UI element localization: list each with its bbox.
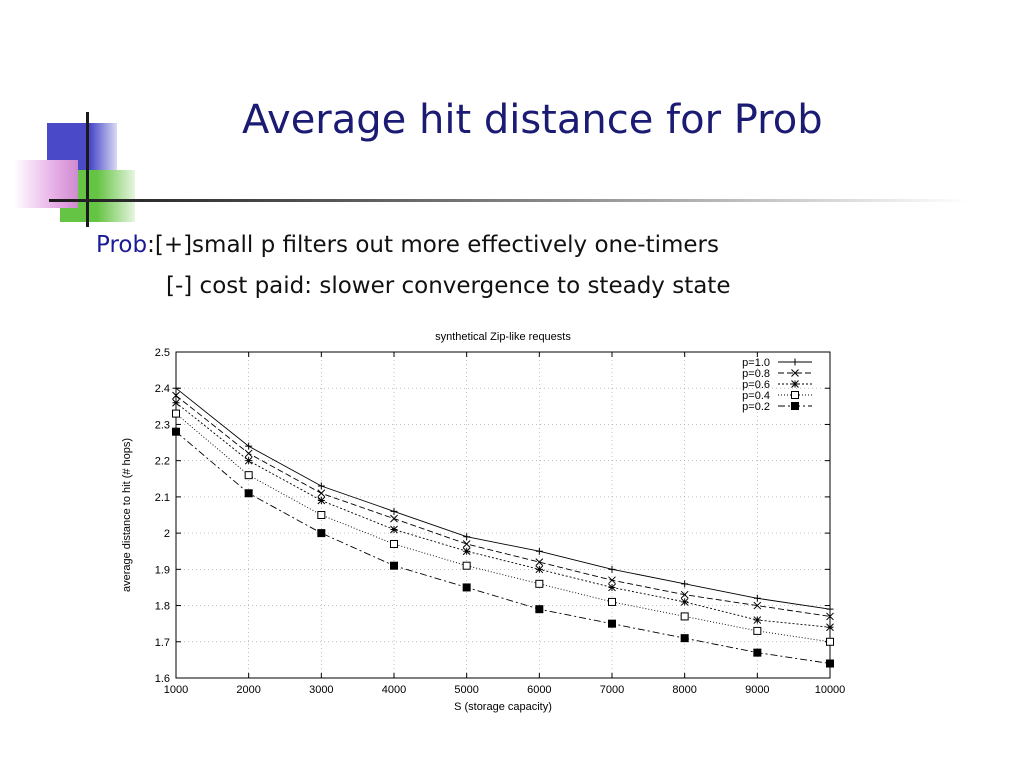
bullet-cons: [-] cost paid: slower convergence to ste… xyxy=(166,273,730,299)
data-point xyxy=(172,409,180,418)
data-point xyxy=(462,561,471,570)
x-tick-label: 9000 xyxy=(745,684,769,696)
data-point xyxy=(535,565,544,574)
legend-label: p=0.8 xyxy=(742,368,770,380)
x-tick-label: 1000 xyxy=(164,684,188,696)
bullet-pros: Prob:[+]small p filters out more effecti… xyxy=(96,232,719,258)
data-point xyxy=(244,449,253,458)
y-tick-label: 2 xyxy=(164,528,170,540)
data-point xyxy=(753,601,762,610)
y-tick-label: 1.7 xyxy=(155,637,170,649)
data-point xyxy=(244,456,253,465)
y-tick-label: 2.3 xyxy=(155,419,170,431)
bullet-keyword: Prob xyxy=(96,232,148,258)
data-point xyxy=(317,529,326,538)
data-point xyxy=(535,547,543,555)
data-point xyxy=(317,496,326,505)
hit-distance-chart: synthetical Zip-like requests S (storage… xyxy=(121,331,846,713)
legend-marker xyxy=(791,358,799,366)
data-point xyxy=(462,540,471,548)
data-point xyxy=(462,547,471,556)
y-tick-label: 2.1 xyxy=(155,492,170,504)
bullet-cons-text: [-] cost paid: slower convergence to ste… xyxy=(166,273,731,299)
data-point xyxy=(680,598,689,606)
y-tick-label: 1.6 xyxy=(155,673,170,685)
series-line-4 xyxy=(175,413,831,643)
y-tick-label: 1.9 xyxy=(155,564,170,576)
data-point xyxy=(317,482,325,490)
data-point xyxy=(172,384,180,392)
data-point xyxy=(535,605,544,614)
x-tick-label: 3000 xyxy=(309,684,333,696)
data-point xyxy=(390,525,398,534)
data-point xyxy=(608,619,616,628)
series-line-5 xyxy=(175,431,831,664)
title-underline xyxy=(49,199,969,202)
legend-marker xyxy=(791,380,799,388)
data-point xyxy=(681,580,689,588)
legend-label: p=0.6 xyxy=(742,379,770,391)
data-point xyxy=(172,398,180,407)
data-point xyxy=(535,579,544,588)
data-point xyxy=(826,605,834,613)
x-tick-label: 5000 xyxy=(454,684,478,696)
data-point xyxy=(826,623,834,632)
data-point xyxy=(244,489,253,498)
y-tick-label: 1.8 xyxy=(155,601,170,613)
y-tick-label: 2.5 xyxy=(155,347,170,359)
x-tick-label: 2000 xyxy=(236,684,260,696)
x-tick-label: 8000 xyxy=(672,684,696,696)
legend-label: p=0.2 xyxy=(742,401,770,413)
chart-title: synthetical Zip-like requests xyxy=(435,331,571,343)
legend-label: p=0.4 xyxy=(742,390,770,402)
slide-title: Average hit distance for Prob xyxy=(242,97,823,143)
x-tick-label: 4000 xyxy=(382,684,406,696)
data-point xyxy=(753,626,762,635)
data-point xyxy=(245,442,253,450)
x-tick-label: 6000 xyxy=(527,684,551,696)
y-tick-label: 2.2 xyxy=(155,456,170,468)
data-point xyxy=(680,634,689,643)
data-point xyxy=(172,427,180,436)
legend-marker xyxy=(791,402,799,410)
data-point xyxy=(826,637,834,646)
data-point xyxy=(462,583,471,592)
x-tick-label: 10000 xyxy=(815,684,846,696)
data-point xyxy=(826,612,834,621)
decor-vertical-line xyxy=(86,112,89,227)
data-point xyxy=(390,561,398,570)
data-point xyxy=(753,594,761,602)
data-point xyxy=(390,507,398,515)
plot-frame xyxy=(175,351,831,679)
x-tick-label: 7000 xyxy=(600,684,624,696)
x-axis-label: S (storage capacity) xyxy=(454,701,552,713)
data-point xyxy=(608,583,616,592)
data-point xyxy=(608,597,616,606)
y-axis-label: average distance to hit (# hops) xyxy=(121,438,133,592)
bullet-pros-text: :[+]small p filters out more effectively… xyxy=(147,232,719,258)
data-point xyxy=(390,539,398,548)
legend-marker xyxy=(791,391,799,399)
data-point xyxy=(753,648,762,657)
data-point xyxy=(826,659,834,668)
legend-label: p=1.0 xyxy=(742,357,770,369)
data-point xyxy=(390,514,398,523)
data-point xyxy=(172,391,180,400)
legend-marker xyxy=(791,369,799,377)
data-point xyxy=(608,576,616,585)
data-point xyxy=(317,511,326,519)
data-point xyxy=(680,590,689,599)
series-line-1 xyxy=(175,387,831,610)
data-point xyxy=(753,616,762,624)
y-tick-label: 2.4 xyxy=(155,383,170,395)
data-point xyxy=(317,489,326,498)
data-point xyxy=(244,471,253,480)
data-point xyxy=(608,565,616,573)
data-point xyxy=(680,612,689,621)
data-point xyxy=(535,558,544,566)
series-line-2 xyxy=(175,395,831,617)
data-point xyxy=(463,533,471,541)
